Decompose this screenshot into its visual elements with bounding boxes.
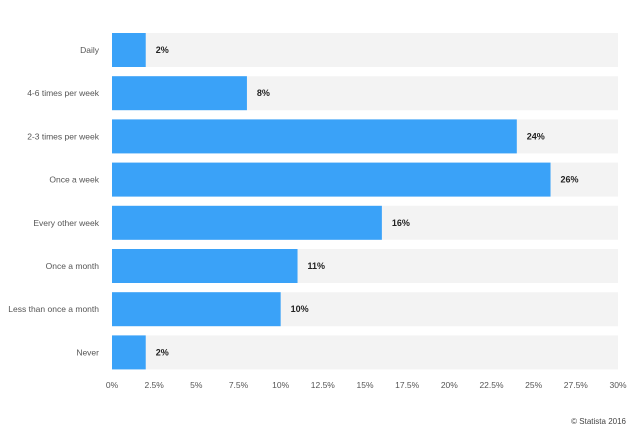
category-label: Every other week [33, 218, 99, 228]
bar [112, 335, 146, 370]
category-label: Never [76, 347, 99, 357]
x-tick-label: 15% [356, 380, 373, 390]
category-label: Less than once a month [8, 304, 99, 314]
bar-group [112, 33, 551, 370]
value-label: 16% [392, 218, 410, 228]
value-label: 10% [291, 304, 309, 314]
x-tick-label: 17.5% [395, 380, 420, 390]
bar-track [112, 33, 618, 67]
x-tick-label: 12.5% [311, 380, 336, 390]
x-tick-label: 30% [609, 380, 626, 390]
bar [112, 76, 247, 111]
category-label: 4-6 times per week [27, 88, 100, 98]
category-label: Once a month [46, 261, 100, 271]
x-tick-label: 10% [272, 380, 289, 390]
x-tick-label: 2.5% [144, 380, 164, 390]
x-tick-label: 22.5% [479, 380, 504, 390]
category-label: 2-3 times per week [27, 131, 100, 141]
value-label: 26% [561, 175, 579, 185]
x-tick-label: 20% [441, 380, 458, 390]
category-labels: Daily 4-6 times per week 2-3 times per wee… [8, 45, 99, 357]
value-label: 2% [156, 347, 169, 357]
x-tick-label: 7.5% [229, 380, 249, 390]
x-tick-label: 27.5% [564, 380, 589, 390]
value-label: 8% [257, 88, 270, 98]
category-label: Once a week [49, 175, 99, 185]
bar [112, 33, 146, 67]
x-axis-ticks: 0% 2.5% 5% 7.5% 10% 12.5% 15% 17.5% 20% 22.5% 25% 2… [106, 380, 627, 390]
bar [112, 119, 517, 154]
x-tick-label: 5% [190, 380, 203, 390]
value-label: 11% [308, 261, 326, 271]
bar [112, 292, 281, 327]
bar [112, 162, 551, 197]
x-tick-label: 25% [525, 380, 542, 390]
bar-track [112, 335, 618, 370]
bar [112, 249, 298, 283]
x-tick-label: 0% [106, 380, 119, 390]
value-label: 2% [156, 45, 169, 55]
value-labels: 2% 8% 24% 26% 16% 11% 10% 2% [156, 45, 579, 357]
credit-text: © Statista 2016 [571, 417, 626, 426]
bar [112, 205, 382, 240]
category-label: Daily [80, 45, 100, 55]
value-label: 24% [527, 131, 545, 141]
